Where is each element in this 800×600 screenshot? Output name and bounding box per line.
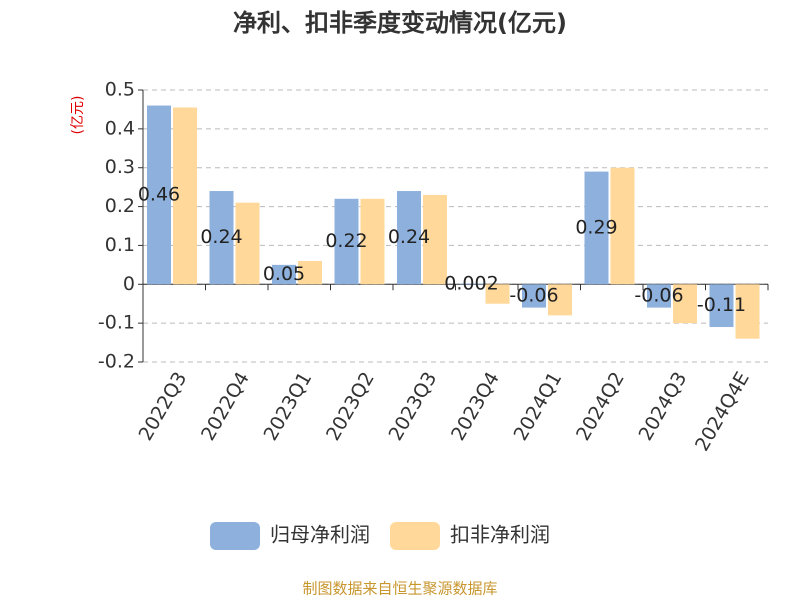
y-tick-label: 0.4 [105,117,135,139]
y-tick-label: -0.1 [98,312,135,334]
data-label: 0.46 [138,183,180,205]
data-label: 0.22 [325,230,367,252]
x-tick-label: 2023Q4 [447,368,504,444]
y-tick-label: 0.2 [105,195,135,217]
x-tick-label: 2023Q2 [322,368,379,444]
data-label: 0.24 [200,226,242,248]
y-tick-label: -0.2 [98,351,135,373]
bar [485,284,510,304]
bar [459,283,484,285]
bar [334,198,359,285]
y-tick-label: 0 [123,273,135,295]
y-tick-label: 0.1 [105,234,135,256]
bar [709,284,734,328]
source: 制图数据来自恒生聚源数据库 [302,580,497,598]
y-tick-label: 0.3 [105,156,135,178]
data-label: -0.11 [697,294,746,316]
legend-swatch [210,522,260,550]
bar [360,198,385,285]
bar [673,284,697,324]
legend-label: 扣非净利润 [450,523,550,547]
bar [298,260,322,285]
bar [397,191,421,285]
x-tick-label: 2024Q1 [510,368,567,444]
bar [610,167,635,285]
x-tick-label: 2024Q3 [635,368,692,444]
x-tick-label: 2024Q4E [691,368,754,455]
data-label: -0.06 [634,284,683,306]
data-label: -0.06 [509,284,558,306]
data-label: 0.002 [444,272,498,294]
bar [584,171,609,285]
bar [548,284,572,316]
x-tick-label: 2022Q4 [197,368,254,444]
data-label: 0.29 [575,216,617,238]
data-label: 0.05 [263,263,305,285]
bar [423,194,447,285]
x-tick-label: 2022Q3 [135,368,192,444]
bar [173,107,197,285]
bar [147,105,171,285]
bar [235,202,260,285]
y-unit: (亿元) [70,96,86,135]
x-tick-label: 2023Q1 [260,368,317,444]
chart-title: 净利、扣非季度变动情况(亿元) [233,9,567,37]
legend-label: 归母净利润 [270,523,370,547]
bar [735,284,760,339]
bar [209,191,234,285]
x-tick-label: 2023Q3 [385,368,442,444]
y-tick-label: 0.5 [105,79,135,101]
bar [647,284,671,308]
bar [522,284,546,308]
bar [272,264,296,285]
legend-swatch [390,522,440,550]
x-tick-label: 2024Q2 [572,368,629,444]
data-label: 0.24 [388,226,430,248]
